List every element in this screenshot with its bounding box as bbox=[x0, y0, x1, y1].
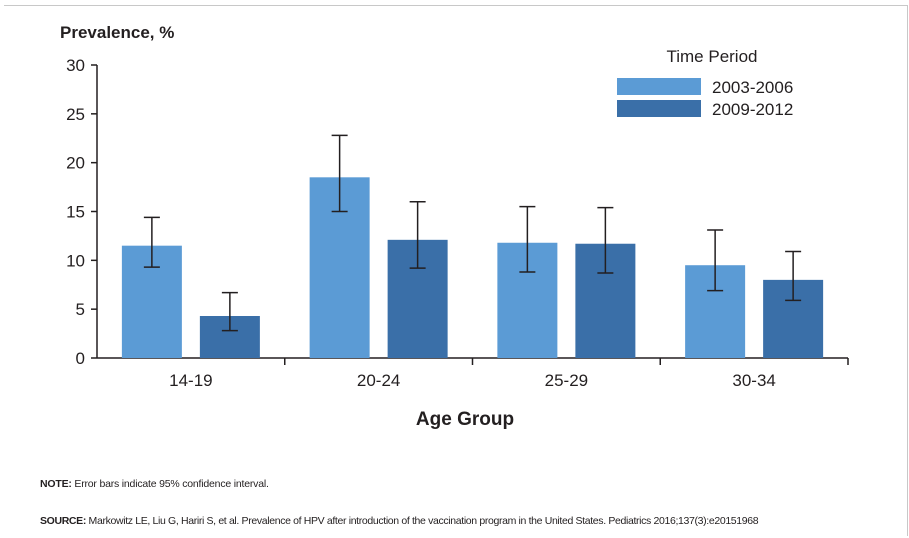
y-tick-label: 15 bbox=[66, 203, 85, 222]
source-label: SOURCE: bbox=[40, 515, 86, 527]
y-tick-label: 10 bbox=[66, 251, 85, 270]
y-tick-label: 0 bbox=[76, 349, 85, 368]
legend-swatch bbox=[617, 100, 701, 117]
legend: 2003-2006 2009-2012 bbox=[617, 78, 793, 119]
bar-chart: Prevalence, % Age Group Time Period 0 5 10… bbox=[60, 23, 849, 430]
source-footnote: SOURCE: Markowitz LE, Liu G, Hariri S, e… bbox=[40, 515, 759, 527]
legend-swatch bbox=[617, 78, 701, 95]
x-tick-label: 20-24 bbox=[357, 371, 400, 390]
note-label: NOTE: bbox=[40, 478, 72, 490]
x-tick-label: 25-29 bbox=[545, 371, 588, 390]
chart-frame bbox=[4, 5, 908, 536]
legend-title: Time Period bbox=[666, 47, 757, 66]
y-tick-label: 20 bbox=[66, 154, 85, 173]
legend-label: 2009-2012 bbox=[712, 100, 793, 119]
x-tick-label: 14-19 bbox=[169, 371, 212, 390]
source-text: Markowitz LE, Liu G, Hariri S, et al. Pr… bbox=[85, 515, 759, 527]
x-axis-label: Age Group bbox=[416, 409, 514, 430]
note-text: Error bars indicate 95% confidence inter… bbox=[71, 478, 269, 490]
note-footnote: NOTE: Error bars indicate 95% confidence… bbox=[40, 478, 269, 490]
error-bars bbox=[143, 134, 802, 332]
axes: 0 5 10 15 20 25 30 14-19 20-24 25-29 30-34 bbox=[66, 56, 849, 390]
y-axis-label: Prevalence, % bbox=[60, 23, 174, 42]
y-tick-label: 5 bbox=[76, 300, 85, 319]
y-tick-label: 30 bbox=[66, 56, 85, 75]
legend-label: 2003-2006 bbox=[712, 78, 793, 97]
y-tick-label: 25 bbox=[66, 105, 85, 124]
x-tick-label: 30-34 bbox=[732, 371, 775, 390]
